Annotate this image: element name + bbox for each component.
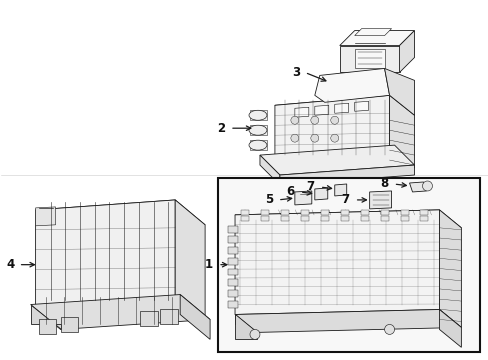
- Bar: [227, 290, 238, 297]
- Bar: [218, 178, 479, 352]
- Bar: [227, 279, 238, 286]
- Bar: [420, 210, 427, 215]
- Polygon shape: [39, 319, 56, 334]
- Bar: [241, 210, 248, 215]
- Circle shape: [422, 181, 431, 191]
- Polygon shape: [36, 210, 65, 310]
- Polygon shape: [31, 305, 61, 329]
- Polygon shape: [235, 210, 439, 315]
- Polygon shape: [235, 210, 461, 233]
- Ellipse shape: [248, 110, 266, 120]
- Polygon shape: [249, 110, 266, 120]
- Polygon shape: [314, 188, 327, 200]
- Polygon shape: [249, 125, 266, 135]
- Circle shape: [330, 116, 338, 124]
- Bar: [227, 301, 238, 307]
- Polygon shape: [399, 31, 414, 72]
- Text: 3: 3: [291, 66, 299, 79]
- Polygon shape: [31, 294, 210, 329]
- Text: 7: 7: [341, 193, 349, 206]
- Ellipse shape: [248, 140, 266, 150]
- Polygon shape: [294, 107, 308, 117]
- Bar: [261, 216, 268, 221]
- Bar: [360, 210, 368, 215]
- Bar: [400, 216, 407, 221]
- Polygon shape: [354, 49, 384, 68]
- Bar: [280, 216, 288, 221]
- Polygon shape: [36, 200, 204, 235]
- Bar: [380, 210, 388, 215]
- Polygon shape: [260, 155, 279, 185]
- Circle shape: [249, 329, 260, 339]
- Polygon shape: [314, 68, 389, 102]
- Bar: [340, 216, 348, 221]
- Bar: [280, 210, 288, 215]
- Polygon shape: [36, 207, 56, 226]
- Polygon shape: [294, 191, 311, 205]
- Text: 1: 1: [204, 258, 213, 271]
- Bar: [300, 216, 308, 221]
- Polygon shape: [354, 28, 391, 36]
- Polygon shape: [36, 200, 175, 310]
- Circle shape: [310, 116, 318, 124]
- Polygon shape: [235, 310, 461, 332]
- Polygon shape: [249, 140, 266, 150]
- Text: 6: 6: [286, 185, 294, 198]
- Polygon shape: [160, 310, 178, 324]
- Bar: [227, 247, 238, 254]
- Bar: [400, 210, 407, 215]
- Bar: [300, 210, 308, 215]
- Ellipse shape: [248, 125, 266, 135]
- Polygon shape: [339, 31, 414, 45]
- Polygon shape: [439, 210, 461, 328]
- Bar: [227, 258, 238, 265]
- Polygon shape: [274, 95, 414, 125]
- Polygon shape: [314, 105, 328, 115]
- Circle shape: [330, 134, 338, 142]
- Polygon shape: [334, 103, 348, 113]
- Text: 5: 5: [264, 193, 272, 206]
- Bar: [380, 216, 388, 221]
- Bar: [227, 237, 238, 243]
- Polygon shape: [274, 95, 389, 158]
- Circle shape: [310, 134, 318, 142]
- Polygon shape: [384, 68, 414, 115]
- Text: 7: 7: [306, 180, 314, 193]
- Polygon shape: [408, 182, 426, 192]
- Polygon shape: [339, 45, 399, 72]
- Circle shape: [290, 116, 298, 124]
- Polygon shape: [439, 310, 461, 347]
- Bar: [241, 216, 248, 221]
- Polygon shape: [389, 95, 414, 168]
- Bar: [320, 210, 328, 215]
- Polygon shape: [369, 191, 391, 209]
- Polygon shape: [279, 165, 414, 185]
- Polygon shape: [175, 200, 204, 324]
- Bar: [320, 216, 328, 221]
- Bar: [420, 216, 427, 221]
- Bar: [340, 210, 348, 215]
- Polygon shape: [235, 215, 256, 324]
- Polygon shape: [235, 315, 256, 339]
- Polygon shape: [260, 145, 414, 175]
- Polygon shape: [180, 294, 210, 339]
- Polygon shape: [61, 318, 78, 332]
- Circle shape: [384, 324, 394, 334]
- Text: 8: 8: [380, 177, 388, 190]
- Bar: [227, 226, 238, 233]
- Polygon shape: [140, 311, 158, 327]
- Bar: [261, 210, 268, 215]
- Polygon shape: [274, 105, 299, 158]
- Polygon shape: [334, 184, 346, 196]
- Bar: [360, 216, 368, 221]
- Text: 2: 2: [217, 122, 224, 135]
- Polygon shape: [354, 101, 368, 111]
- Bar: [227, 269, 238, 275]
- Circle shape: [290, 134, 298, 142]
- Text: 4: 4: [6, 258, 15, 271]
